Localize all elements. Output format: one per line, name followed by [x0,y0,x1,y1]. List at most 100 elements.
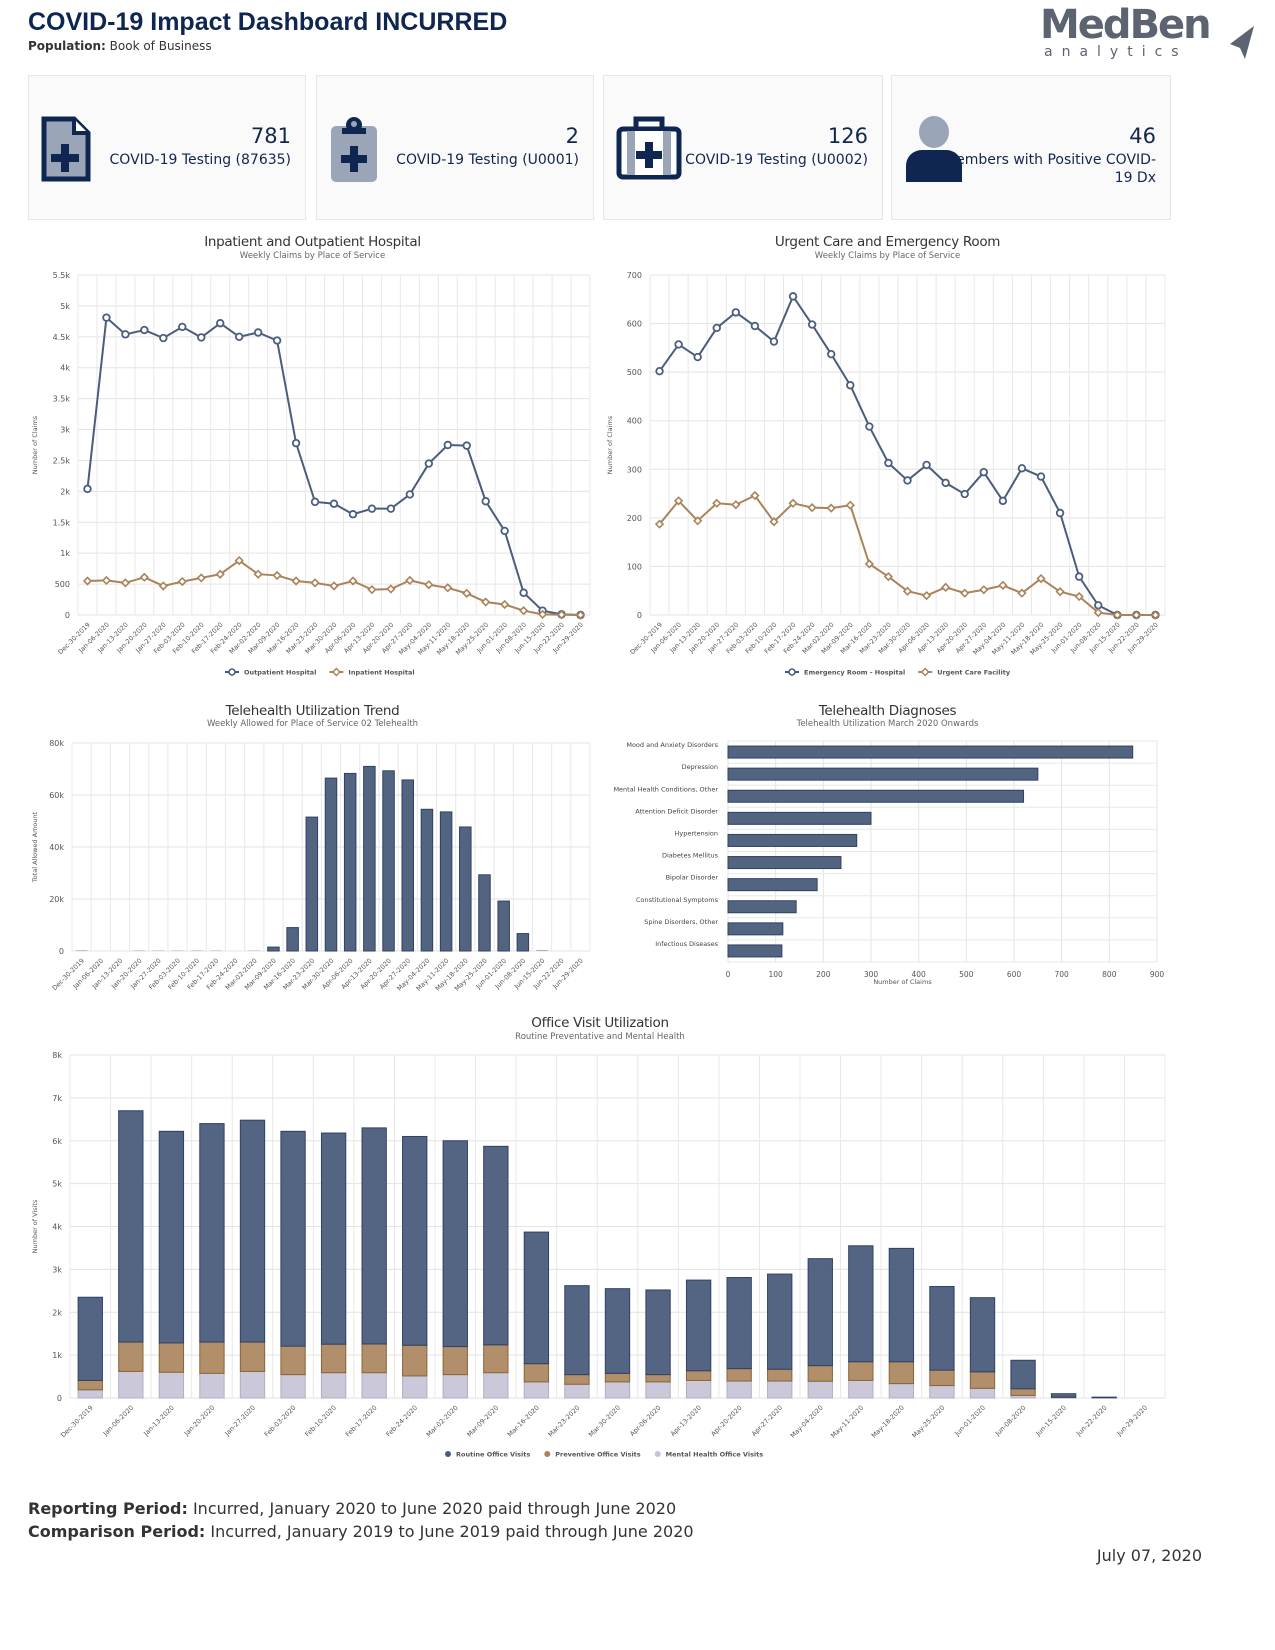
bar-segment [1050,1393,1077,1398]
y-tick-label: 5.5k [53,271,71,280]
data-point [750,321,760,331]
kpi-value: 781 [250,124,291,148]
data-point [998,496,1008,506]
x-tick-label: Feb-17-2020 [344,1404,379,1439]
x-tick-label: 600 [1007,970,1022,979]
data-point [197,333,206,342]
bar-segment [280,1374,306,1399]
x-tick-label: May-11-2020 [829,1404,865,1440]
x-tick-label: 100 [769,970,784,979]
chart-subtitle: Weekly Claims by Place of Service [814,251,961,261]
kpi-card-testing-87635: 781 COVID-19 Testing (87635) [28,75,306,220]
legend-marker [331,667,341,677]
x-tick-label: Jun-08-2020 [993,1404,1027,1438]
x-tick-label: 0 [726,970,731,979]
kpi-value: 46 [1129,124,1156,148]
legend-marker [228,668,236,676]
bar-segment [767,1380,793,1399]
legend-marker [654,1451,661,1457]
chart-subtitle: Telehealth Utilization March 2020 Onward… [796,719,979,729]
bar-segment [361,1127,387,1345]
bar [210,950,222,951]
data-point [883,571,894,582]
category-label: Hypertension [675,829,719,837]
data-point [1036,573,1046,584]
data-point [291,438,301,448]
data-point [1112,610,1122,620]
bar-segment [807,1380,833,1399]
data-point [158,581,168,591]
x-axis-label: Number of Claims [873,978,932,986]
y-tick-label: 2k [60,487,70,496]
bar-segment [645,1289,671,1376]
kpi-card-testing-u0002: 126 COVID-19 Testing (U0002) [603,75,883,220]
x-tick-label: Feb-03-2020 [263,1404,298,1439]
x-tick-label: Jun-01-2020 [952,1404,986,1438]
category-label: Mood and Anxiety Disorders [626,741,718,749]
y-tick-label: 0 [57,1394,62,1403]
bar [439,811,453,952]
data-point [788,498,798,508]
data-point [121,330,130,339]
y-tick-label: 5k [60,302,70,311]
y-tick-label: 2.5k [53,456,71,465]
data-point [481,597,491,607]
bar-segment [483,1372,509,1399]
bar [75,950,88,951]
kpi-label: COVID-19 Testing (U0002) [685,152,868,168]
bar [267,946,280,952]
x-tick-label: Jan-13-2020 [141,1404,175,1438]
x-tick-label: 900 [1150,970,1165,979]
x-tick-label: Jun-15-2020 [1034,1404,1068,1438]
data-point [769,517,779,527]
bar-segment [848,1245,874,1363]
data-point [405,575,415,586]
data-point [443,583,453,593]
bar-segment [685,1279,712,1372]
bar-segment [564,1374,590,1385]
x-tick-label: Apr-06-2020 [628,1404,662,1438]
y-tick-label: 4.5k [53,333,71,342]
kpi-label: COVID-19 Testing (U0001) [396,152,579,168]
reporting-value: Incurred, January 2020 to June 2020 paid… [192,1499,677,1518]
data-point [1036,472,1046,481]
y-tick-label: 600 [627,320,642,329]
category-label: Bipolar Disorder [666,874,719,882]
data-point [291,576,301,586]
x-tick-label: Feb-10-2020 [303,1404,338,1439]
category-label: Attention Deficit Disorder [635,807,718,815]
bar [286,927,299,952]
bar-segment [564,1285,590,1376]
x-tick-label: Dec-30-2019 [59,1404,94,1439]
bar [324,777,338,952]
data-point [921,590,932,601]
kpi-label: COVID-19 Testing (87635) [109,152,291,168]
y-tick-label: 0 [637,611,642,620]
reporting-period: Reporting Period: Incurred, January 2020… [28,1499,676,1518]
bar [497,900,510,952]
data-point [367,504,377,513]
data-point [575,610,586,620]
y-tick-label: 80k [49,739,64,748]
data-point [386,584,396,594]
y-axis-label: Number of Claims [606,415,614,474]
bar-segment [685,1379,712,1399]
data-point [941,478,950,488]
bar [420,808,434,952]
data-point [500,526,509,536]
data-point [234,332,244,342]
data-point [500,599,510,610]
data-point [826,503,836,513]
x-tick-label: Apr-20-2020 [709,1404,743,1438]
chart-subtitle: Weekly Allowed for Place of Service 02 T… [206,719,419,729]
bar-segment [158,1130,185,1344]
x-tick-label: 500 [959,970,974,979]
bar-segment [807,1258,833,1367]
data-point [310,578,320,588]
y-tick-label: 100 [627,562,642,571]
medical-kit-icon [616,116,682,180]
comparison-period: Comparison Period: Incurred, January 201… [28,1522,694,1541]
bar-segment [158,1371,185,1399]
bar-segment [320,1372,347,1399]
telehealth-trend-bar-chart: 020k40k60k80kDec-30-2019Jan-06-2020Jan-1… [31,739,591,993]
